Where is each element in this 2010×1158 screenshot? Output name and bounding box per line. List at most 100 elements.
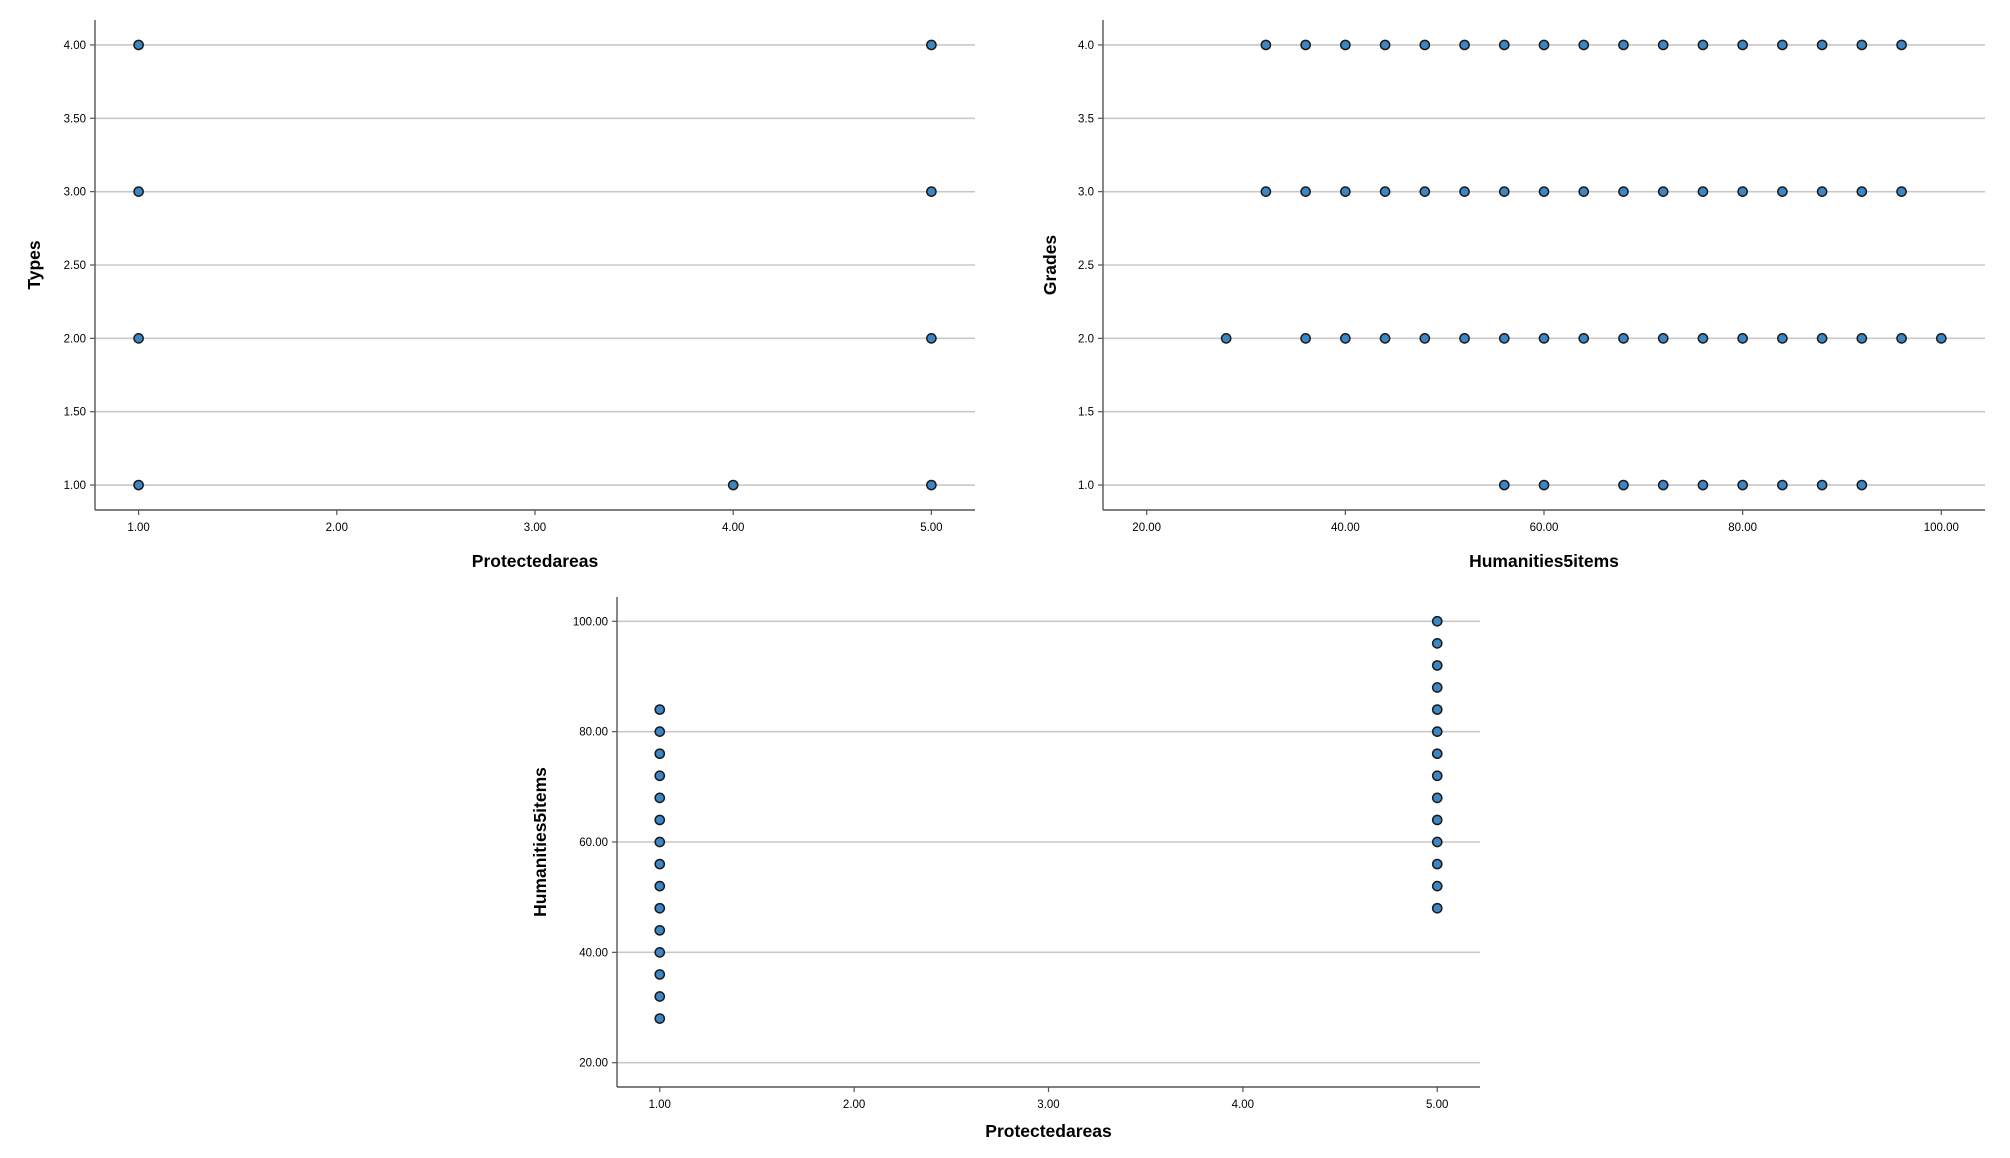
data-point <box>1260 186 1272 197</box>
y-tick-label: 3.5 <box>1078 113 1094 125</box>
data-point <box>1896 39 1907 51</box>
y-tick-label: 40.00 <box>579 947 608 959</box>
data-point <box>1816 479 1828 491</box>
data-point <box>1697 333 1709 344</box>
data-point <box>1431 682 1443 693</box>
data-point <box>654 704 666 715</box>
data-point <box>1578 186 1590 197</box>
data-point <box>1431 814 1443 826</box>
x-axis-title: Protectedareas <box>472 551 599 571</box>
data-point <box>1618 479 1629 491</box>
data-point <box>133 479 144 491</box>
y-tick-label: 4.00 <box>64 40 86 52</box>
data-point <box>1300 186 1311 197</box>
data-point <box>1657 39 1669 51</box>
data-point <box>1498 39 1510 51</box>
data-point <box>654 924 666 936</box>
data-point <box>1431 660 1443 671</box>
data-point <box>1856 39 1868 51</box>
data-point <box>1431 792 1443 804</box>
data-point <box>1697 186 1709 197</box>
data-point <box>1896 333 1907 344</box>
scatter-chart-humanities5items-vs-protectedareas: 20.00 40.00 60.00 80.00 100.00 1.00 2.00 3.00 4.… <box>530 597 1480 1141</box>
data-point <box>1578 333 1590 344</box>
data-point <box>1340 333 1351 344</box>
x-tick-label: 1.00 <box>127 522 149 534</box>
data-point <box>1737 186 1748 197</box>
data-point <box>133 39 144 51</box>
data-point <box>1431 638 1443 649</box>
data-point <box>654 836 666 848</box>
data-point <box>1816 39 1828 51</box>
x-tick-label: 80.00 <box>1728 522 1757 534</box>
x-tick-label: 4.00 <box>1232 1099 1254 1111</box>
y-tick-label: 1.5 <box>1078 407 1094 419</box>
data-point <box>1935 333 1947 344</box>
data-point <box>1459 39 1470 51</box>
data-point <box>1340 186 1351 197</box>
x-tick-label: 2.00 <box>326 522 348 534</box>
x-tick-label: 20.00 <box>1132 522 1161 534</box>
y-tick-label: 2.0 <box>1078 333 1094 345</box>
data-point <box>654 814 666 826</box>
data-point <box>1737 333 1748 344</box>
data-point <box>1459 333 1470 344</box>
data-point <box>654 969 666 980</box>
x-tick-label: 3.00 <box>524 522 546 534</box>
data-point <box>1300 39 1311 51</box>
data-point <box>654 1013 666 1024</box>
data-point <box>1697 479 1709 491</box>
y-axis-title: Types <box>24 240 44 290</box>
data-point <box>1431 748 1443 760</box>
y-tick-label: 4.0 <box>1078 40 1094 52</box>
data-point <box>1737 39 1748 51</box>
scatter-chart-grades-vs-humanities5items: 1.0 1.5 2.0 2.5 3.0 3.5 4.0 20.00 40.00 60.00 80.0… <box>1040 20 1985 571</box>
data-point <box>1379 186 1391 197</box>
data-point <box>1618 39 1629 51</box>
y-tick-label: 3.00 <box>64 187 86 199</box>
data-point <box>1431 726 1443 737</box>
x-tick-label: 5.00 <box>920 522 942 534</box>
data-point <box>926 186 937 197</box>
y-tick-label: 1.0 <box>1078 480 1094 492</box>
data-point <box>1379 39 1391 51</box>
data-point <box>1220 333 1232 344</box>
data-point <box>1431 770 1443 782</box>
data-point <box>1856 333 1868 344</box>
y-tick-label: 80.00 <box>579 727 608 739</box>
data-point <box>1697 39 1709 51</box>
data-point <box>727 479 739 491</box>
data-point <box>1419 333 1431 344</box>
x-tick-label: 5.00 <box>1426 1099 1448 1111</box>
data-point <box>1431 902 1443 914</box>
y-tick-label: 3.50 <box>64 113 86 125</box>
data-point <box>1657 479 1669 491</box>
data-point <box>1538 39 1550 51</box>
data-point <box>654 991 666 1002</box>
data-point <box>1431 880 1443 892</box>
data-point <box>1777 39 1788 51</box>
x-tick-label: 2.00 <box>843 1099 865 1111</box>
data-point <box>133 186 144 197</box>
y-tick-label: 2.5 <box>1078 260 1094 272</box>
data-point <box>654 726 666 737</box>
data-point <box>1498 333 1510 344</box>
data-point <box>1498 186 1510 197</box>
data-point <box>654 770 666 782</box>
y-tick-label: 3.0 <box>1078 187 1094 199</box>
data-point <box>1379 333 1391 344</box>
data-point <box>1260 39 1272 51</box>
data-point <box>1498 479 1510 491</box>
x-axis-title: Protectedareas <box>985 1121 1112 1141</box>
y-axis-title: Humanities5items <box>530 767 550 917</box>
data-point <box>926 39 937 51</box>
x-tick-label: 3.00 <box>1037 1099 1059 1111</box>
y-tick-label: 60.00 <box>579 837 608 849</box>
data-point <box>926 333 937 344</box>
data-point <box>1856 479 1868 491</box>
data-point <box>1431 836 1443 848</box>
x-tick-label: 40.00 <box>1331 522 1360 534</box>
data-point <box>1419 186 1431 197</box>
data-point <box>1777 333 1788 344</box>
y-axis-title: Grades <box>1040 235 1060 296</box>
